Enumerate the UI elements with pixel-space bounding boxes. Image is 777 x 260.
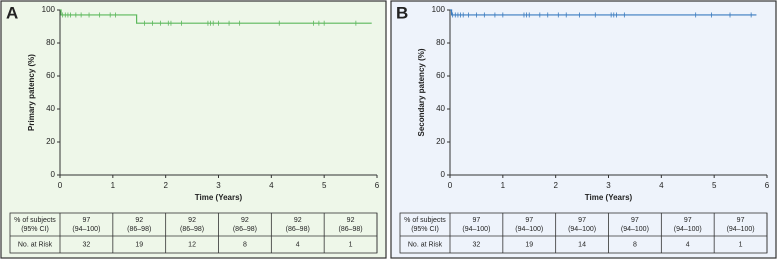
table-cell: 32 bbox=[83, 241, 91, 248]
table-cell: (86–98) bbox=[180, 226, 204, 233]
table-cell: 92 bbox=[347, 217, 355, 224]
y-tick-label: 60 bbox=[46, 71, 55, 80]
table-cell: 92 bbox=[241, 217, 249, 224]
x-axis-label: Time (Years) bbox=[585, 193, 633, 202]
panel-label: B bbox=[396, 3, 408, 22]
row-label: (95% CI) bbox=[411, 226, 439, 233]
x-tick-label: 5 bbox=[322, 181, 327, 190]
panel-label: A bbox=[6, 3, 18, 22]
y-tick-label: 100 bbox=[432, 5, 446, 14]
y-tick-label: 20 bbox=[46, 137, 55, 146]
y-axis-label: Secondary patency (%) bbox=[417, 48, 426, 136]
table-cell: (94–100) bbox=[515, 226, 543, 233]
y-tick-label: 100 bbox=[42, 5, 56, 14]
table-cell: 8 bbox=[243, 241, 247, 248]
x-tick-label: 1 bbox=[111, 181, 116, 190]
panel-background bbox=[390, 0, 777, 259]
row-label: No. at Risk bbox=[408, 241, 443, 248]
x-tick-label: 4 bbox=[659, 181, 664, 190]
table-cell: (94–100) bbox=[674, 226, 702, 233]
x-tick-label: 3 bbox=[606, 181, 611, 190]
x-tick-label: 6 bbox=[765, 181, 770, 190]
x-tick-label: 4 bbox=[269, 181, 274, 190]
row-label: % of subjects bbox=[404, 217, 446, 224]
table-cell: 19 bbox=[135, 241, 143, 248]
table-cell: 19 bbox=[525, 241, 533, 248]
table-cell: (94–100) bbox=[727, 226, 755, 233]
survival-line bbox=[60, 9, 372, 24]
y-tick-label: 0 bbox=[441, 170, 446, 179]
y-tick-label: 80 bbox=[436, 38, 445, 47]
table-cell: (94–100) bbox=[72, 226, 100, 233]
y-tick-label: 40 bbox=[46, 104, 55, 113]
table-cell: 97 bbox=[525, 217, 533, 224]
table-cell: 92 bbox=[135, 217, 143, 224]
x-axis-label: Time (Years) bbox=[195, 193, 243, 202]
survival-line bbox=[450, 9, 757, 16]
x-tick-label: 2 bbox=[553, 181, 558, 190]
x-tick-label: 3 bbox=[216, 181, 221, 190]
table-cell: 97 bbox=[631, 217, 639, 224]
table-cell: 97 bbox=[737, 217, 745, 224]
row-label: % of subjects bbox=[14, 217, 56, 224]
x-tick-label: 5 bbox=[712, 181, 717, 190]
table-cell: 92 bbox=[188, 217, 196, 224]
row-label: No. at Risk bbox=[18, 241, 53, 248]
x-tick-label: 0 bbox=[58, 181, 63, 190]
table-cell: 97 bbox=[578, 217, 586, 224]
x-tick-label: 1 bbox=[501, 181, 506, 190]
table-cell: (94–100) bbox=[621, 226, 649, 233]
table-cell: 8 bbox=[633, 241, 637, 248]
table-cell: 32 bbox=[473, 241, 481, 248]
y-tick-label: 60 bbox=[436, 71, 445, 80]
table-cell: 4 bbox=[296, 241, 300, 248]
y-axis-label: Primary patency (%) bbox=[27, 54, 36, 131]
y-tick-label: 0 bbox=[51, 170, 56, 179]
table-cell: (86–98) bbox=[286, 226, 310, 233]
table-cell: 14 bbox=[578, 241, 586, 248]
y-tick-label: 80 bbox=[46, 38, 55, 47]
table-cell: 4 bbox=[686, 241, 690, 248]
table-cell: (94–100) bbox=[568, 226, 596, 233]
table-cell: 12 bbox=[188, 241, 196, 248]
row-label: (95% CI) bbox=[21, 226, 49, 233]
x-tick-label: 2 bbox=[163, 181, 168, 190]
table-cell: 97 bbox=[473, 217, 481, 224]
y-tick-label: 40 bbox=[436, 104, 445, 113]
panel-background bbox=[0, 0, 387, 259]
table-cell: (86–98) bbox=[233, 226, 257, 233]
table-cell: (86–98) bbox=[127, 226, 151, 233]
table-cell: (86–98) bbox=[339, 226, 363, 233]
y-tick-label: 20 bbox=[436, 137, 445, 146]
table-cell: 97 bbox=[684, 217, 692, 224]
x-tick-label: 0 bbox=[448, 181, 453, 190]
table-cell: 1 bbox=[739, 241, 743, 248]
table-cell: 1 bbox=[349, 241, 353, 248]
panel: B 0 20 40 60 80 100 0 1 2 3 4 5 6 Time (Years) Secondar… bbox=[390, 0, 777, 259]
table-cell: 92 bbox=[294, 217, 302, 224]
table-cell: (94–100) bbox=[462, 226, 490, 233]
x-tick-label: 6 bbox=[375, 181, 380, 190]
table-cell: 97 bbox=[83, 217, 91, 224]
